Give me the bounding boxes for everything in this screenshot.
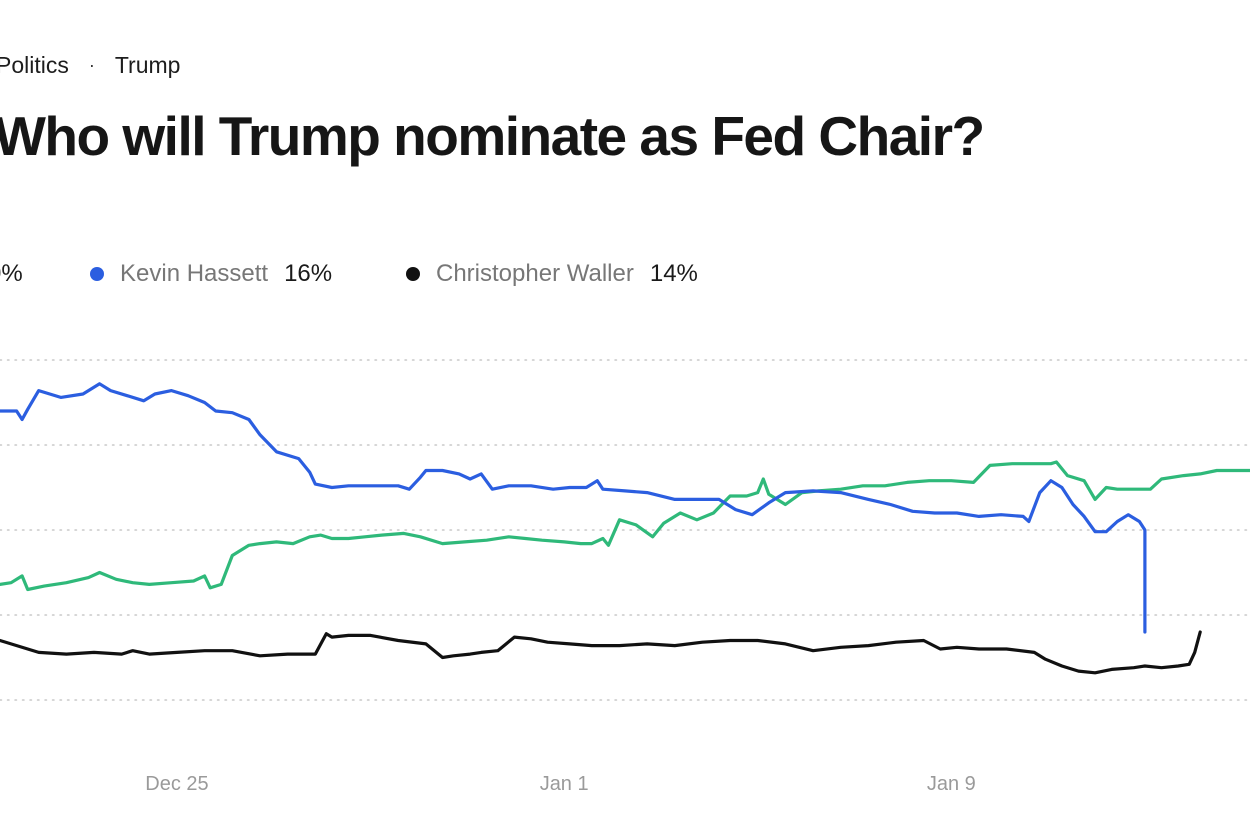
x-tick-label: Jan 9 (927, 773, 976, 795)
chart-legend: 0% Kevin Hassett 16% Christopher Waller … (0, 260, 1250, 290)
x-tick-label: Dec 25 (145, 773, 208, 795)
breadcrumb: Politics · Trump (0, 52, 180, 79)
legend-value: 0% (0, 260, 23, 287)
page-title: Who will Trump nominate as Fed Chair? (0, 105, 985, 167)
legend-item-first[interactable]: 0% (0, 260, 23, 288)
legend-item-christopher-waller[interactable]: Christopher Waller 14% (406, 260, 698, 288)
series-line-kevin-hassett[interactable] (0, 382, 1147, 634)
legend-dot-icon (406, 267, 420, 281)
legend-dot-icon (90, 267, 104, 281)
breadcrumb-separator: · (88, 55, 95, 75)
price-history-chart[interactable]: Dec 25 Jan 1 Jan 9 (0, 300, 1250, 810)
breadcrumb-topic[interactable]: Trump (114, 52, 181, 78)
legend-name: Christopher Waller (436, 260, 634, 287)
series-line-christopher-waller[interactable] (0, 630, 1202, 675)
breadcrumb-category[interactable]: Politics (0, 52, 69, 78)
series-line-series-0-[interactable] (0, 460, 1250, 592)
legend-item-kevin-hassett[interactable]: Kevin Hassett 16% (90, 260, 332, 288)
legend-value: 14% (649, 260, 698, 287)
x-tick-label: Jan 1 (540, 773, 589, 795)
legend-name: Kevin Hassett (120, 260, 269, 287)
legend-value: 16% (284, 260, 333, 287)
